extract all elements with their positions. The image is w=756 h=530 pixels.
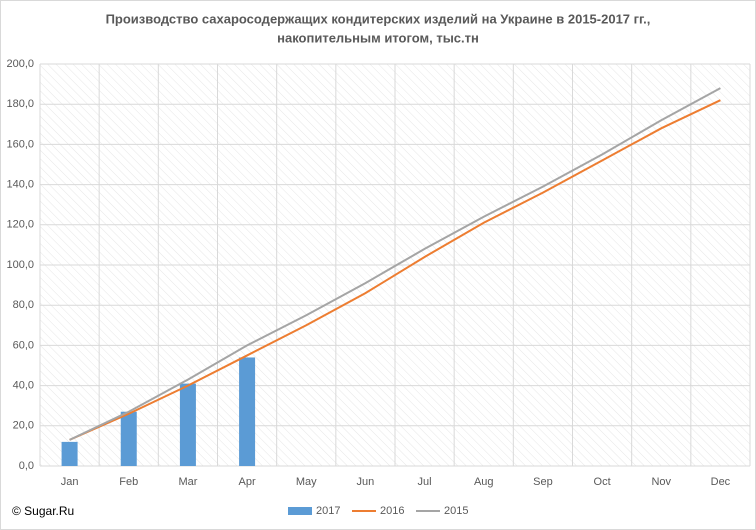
bar — [61, 441, 78, 466]
x-tick-label: Jul — [418, 476, 432, 488]
x-tick-label: Jun — [357, 476, 375, 488]
chart-title: Производство сахаросодержащих кондитерск… — [106, 11, 651, 26]
y-tick-label: 200,0 — [6, 58, 34, 70]
legend-swatch — [288, 507, 312, 515]
x-tick-label: May — [296, 476, 317, 488]
x-tick-label: Mar — [178, 476, 197, 488]
y-tick-label: 0,0 — [19, 460, 34, 472]
source: © Sugar.Ru — [12, 504, 74, 518]
bar — [179, 383, 196, 466]
y-tick-label: 120,0 — [6, 219, 34, 231]
chart-title: накопительным итогом, тыс.тн — [277, 30, 479, 45]
x-tick-label: Oct — [594, 476, 611, 488]
line — [69, 87, 721, 441]
bar — [120, 411, 137, 466]
y-tick-label: 160,0 — [6, 138, 34, 150]
legend-label: 2017 — [316, 505, 340, 517]
y-tick-label: 20,0 — [13, 420, 34, 432]
x-tick-label: Apr — [239, 476, 256, 488]
y-tick-label: 80,0 — [13, 299, 34, 311]
y-tick-label: 100,0 — [6, 259, 34, 271]
x-tick-label: Jan — [61, 476, 79, 488]
line — [69, 99, 721, 441]
x-tick-label: Aug — [474, 476, 494, 488]
legend-label: 2016 — [380, 505, 404, 517]
x-tick-label: Nov — [651, 476, 671, 488]
y-tick-label: 60,0 — [13, 339, 34, 351]
y-tick-label: 40,0 — [13, 380, 34, 392]
bar — [239, 357, 256, 466]
x-tick-label: Dec — [711, 476, 731, 488]
x-tick-label: Sep — [533, 476, 553, 488]
x-tick-label: Feb — [119, 476, 138, 488]
legend-label: 2015 — [444, 505, 468, 517]
y-tick-label: 180,0 — [6, 98, 34, 110]
y-tick-label: 140,0 — [6, 179, 34, 191]
